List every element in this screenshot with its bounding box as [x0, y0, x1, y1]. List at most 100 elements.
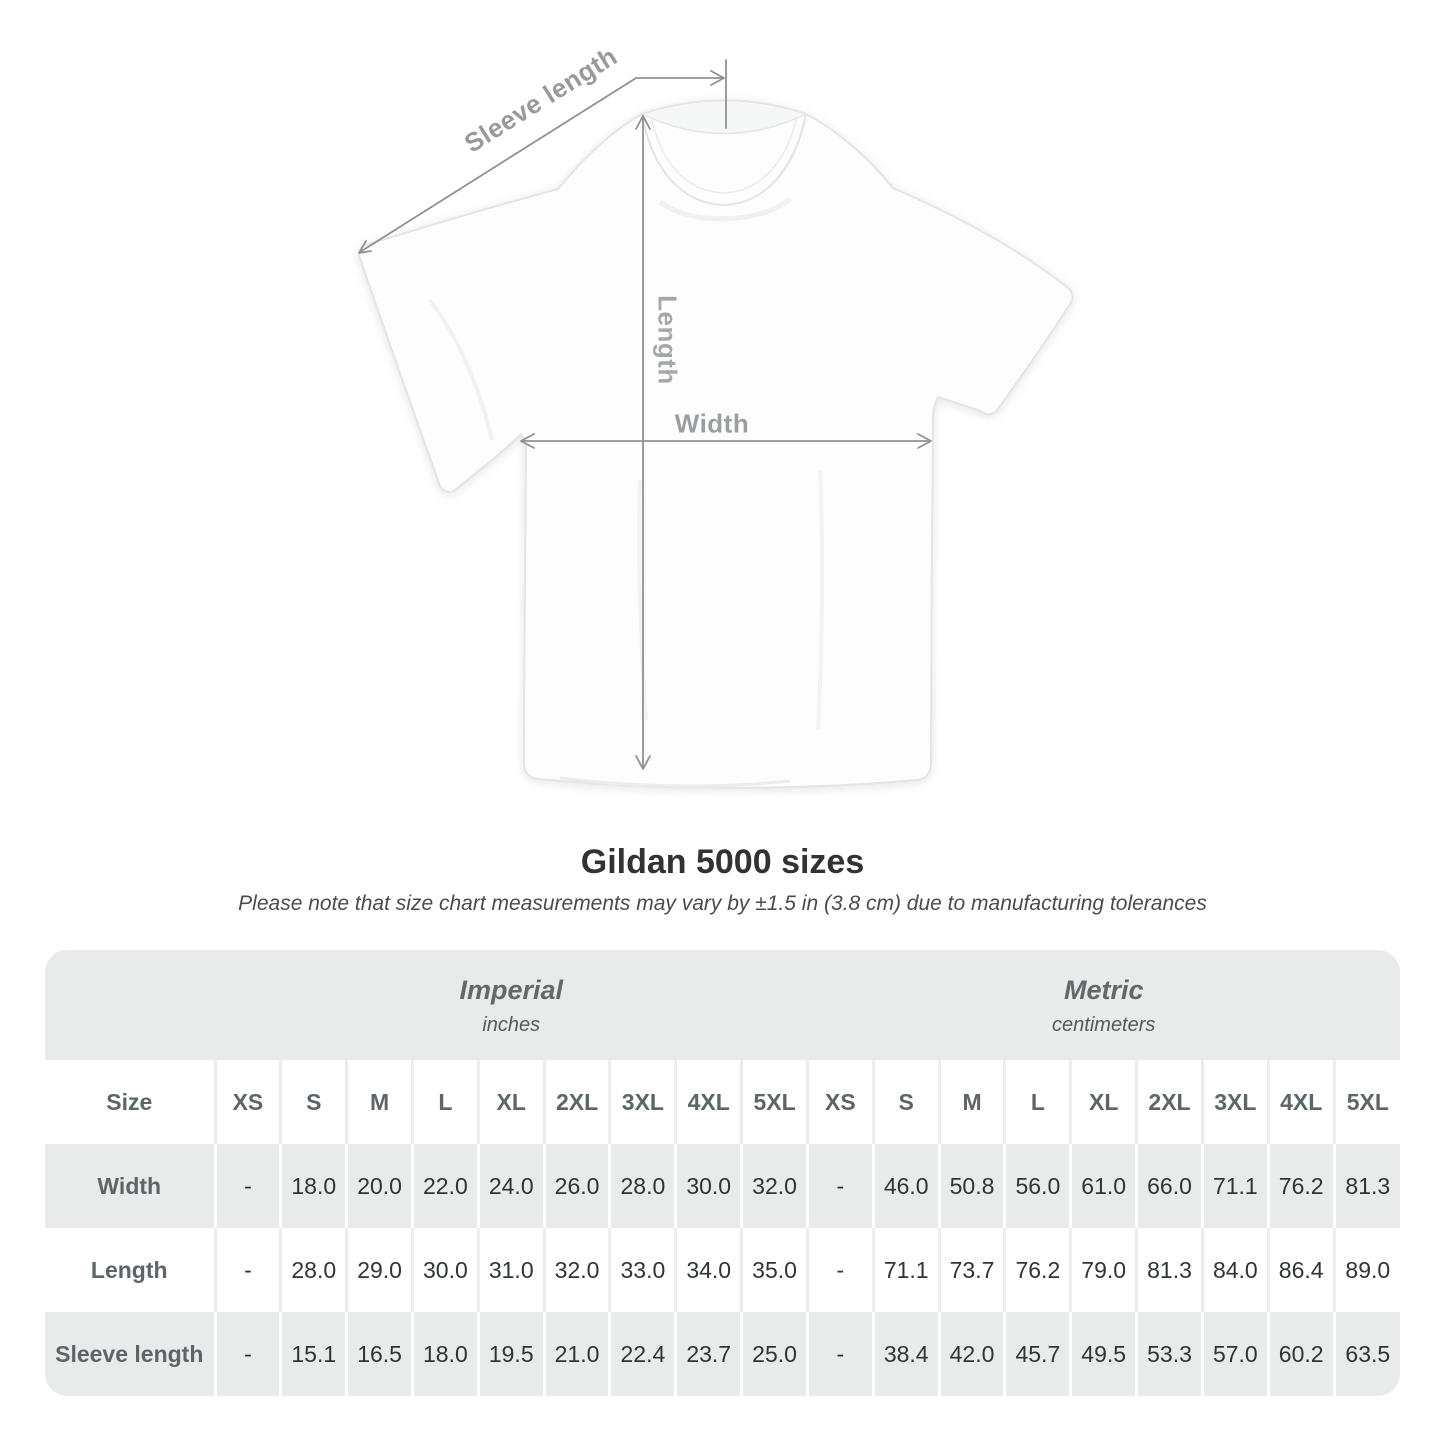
value-cell: 32.0: [542, 1228, 610, 1312]
metric-group-unit: centimeters: [1052, 1013, 1156, 1036]
size-header: M: [937, 1060, 1005, 1144]
hem-shadow: [559, 776, 791, 788]
width-label: Width: [674, 408, 750, 439]
value-cell: 20.0: [345, 1144, 413, 1228]
imperial-group-name: Imperial: [459, 974, 563, 1005]
size-header: XL: [1069, 1060, 1137, 1144]
value-cell: 60.2: [1266, 1312, 1335, 1396]
value-cell: 21.0: [542, 1312, 610, 1396]
value-cell: 86.4: [1266, 1228, 1335, 1312]
row-label: Sleeve length: [45, 1312, 215, 1396]
width-arrow: [520, 433, 932, 449]
value-cell: 81.3: [1332, 1144, 1400, 1228]
value-cell: 35.0: [740, 1228, 808, 1312]
value-cell: 76.2: [1266, 1144, 1335, 1228]
size-header: L: [410, 1060, 479, 1144]
size-header: 2XL: [542, 1060, 610, 1144]
value-cell: 76.2: [1003, 1228, 1071, 1312]
size-header: M: [345, 1060, 413, 1144]
value-cell: 29.0: [345, 1228, 413, 1312]
group-spacer-cell: [45, 950, 215, 1060]
size-header: 5XL: [740, 1060, 808, 1144]
size-header: 4XL: [1266, 1060, 1335, 1144]
value-cell: 84.0: [1200, 1228, 1269, 1312]
value-cell: 26.0: [542, 1144, 610, 1228]
title-block: Gildan 5000 sizes Please note that size …: [40, 842, 1405, 917]
value-cell: 57.0: [1200, 1312, 1269, 1396]
value-cell: 81.3: [1135, 1228, 1203, 1312]
page-title: Gildan 5000 sizes: [580, 843, 865, 881]
value-cell: 73.7: [937, 1228, 1005, 1312]
value-cell: 30.0: [410, 1228, 479, 1312]
tolerance-note: Please note that size chart measurements…: [238, 892, 1207, 915]
row-label: Width: [45, 1144, 215, 1228]
size-header: S: [871, 1060, 940, 1144]
value-cell: 28.0: [279, 1228, 347, 1312]
value-cell: 18.0: [279, 1144, 347, 1228]
tshirt-collar-stitch: [651, 118, 797, 194]
value-cell: 24.0: [476, 1144, 545, 1228]
value-cell: 33.0: [608, 1228, 676, 1312]
value-cell: 30.0: [674, 1144, 742, 1228]
value-cell: 22.4: [608, 1312, 676, 1396]
value-cell: -: [213, 1312, 281, 1396]
tshirt-illustration: [358, 99, 1074, 789]
value-cell: -: [805, 1228, 874, 1312]
value-cell: 66.0: [1135, 1144, 1203, 1228]
value-cell: -: [805, 1312, 874, 1396]
size-header: 3XL: [608, 1060, 676, 1144]
value-cell: -: [805, 1144, 874, 1228]
value-cell: 79.0: [1069, 1228, 1137, 1312]
value-cell: 23.7: [674, 1312, 742, 1396]
value-cell: 16.5: [345, 1312, 413, 1396]
value-cell: 38.4: [871, 1312, 940, 1396]
value-cell: -: [213, 1144, 281, 1228]
value-cell: 56.0: [1003, 1144, 1071, 1228]
value-cell: 15.1: [279, 1312, 347, 1396]
sleeve-length-arrow: [358, 70, 725, 254]
row-label: Length: [45, 1228, 215, 1312]
value-cell: 28.0: [608, 1144, 676, 1228]
value-cell: 46.0: [871, 1144, 940, 1228]
size-header: XS: [213, 1060, 281, 1144]
table-row-sleeve-length: Sleeve length - 15.1 16.5 18.0 19.5 21.0…: [45, 1312, 1400, 1396]
collar-shadow: [658, 197, 792, 222]
value-cell: 25.0: [740, 1312, 808, 1396]
tshirt-body: [358, 99, 1074, 789]
value-cell: 61.0: [1069, 1144, 1137, 1228]
metric-group-name: Metric: [1063, 974, 1144, 1005]
tshirt-collar-band: [641, 113, 807, 207]
size-header: XS: [805, 1060, 874, 1144]
wrinkle-left-sleeve: [428, 298, 494, 441]
wrinkle-torso-left: [637, 479, 648, 721]
value-cell: 18.0: [410, 1312, 479, 1396]
size-header-row: Size XS S M L XL 2XL 3XL 4XL 5XL XS S M …: [45, 1060, 1400, 1144]
wrinkle-torso-right: [816, 469, 825, 731]
table-row-length: Length - 28.0 29.0 30.0 31.0 32.0 33.0 3…: [45, 1228, 1400, 1312]
size-header: 5XL: [1332, 1060, 1400, 1144]
value-cell: 32.0: [740, 1144, 808, 1228]
value-cell: 50.8: [937, 1144, 1005, 1228]
value-cell: 89.0: [1332, 1228, 1400, 1312]
value-cell: 49.5: [1069, 1312, 1137, 1396]
value-cell: 45.7: [1003, 1312, 1071, 1396]
value-cell: 19.5: [476, 1312, 545, 1396]
tshirt-diagram-canvas: [358, 59, 1074, 789]
metric-group-header: Metric centimeters: [807, 950, 1400, 1060]
imperial-group-unit: inches: [482, 1013, 541, 1036]
tshirt-measurement-diagram: Sleeve length Length Width: [358, 41, 1074, 789]
value-cell: -: [213, 1228, 281, 1312]
value-cell: 31.0: [476, 1228, 545, 1312]
table-row-width: Width - 18.0 20.0 22.0 24.0 26.0 28.0 30…: [45, 1144, 1400, 1228]
size-header: 2XL: [1135, 1060, 1203, 1144]
imperial-group-header: Imperial inches: [215, 950, 808, 1060]
length-arrow: [635, 115, 651, 770]
unit-group-row: Imperial inches Metric centimeters: [45, 950, 1400, 1060]
size-chart-table: Imperial inches Metric centimeters Size …: [45, 950, 1400, 1396]
value-cell: 22.0: [410, 1144, 479, 1228]
value-cell: 42.0: [937, 1312, 1005, 1396]
value-cell: 71.1: [1200, 1144, 1269, 1228]
length-label: Length: [652, 295, 683, 385]
value-cell: 63.5: [1332, 1312, 1400, 1396]
size-header: 3XL: [1200, 1060, 1269, 1144]
